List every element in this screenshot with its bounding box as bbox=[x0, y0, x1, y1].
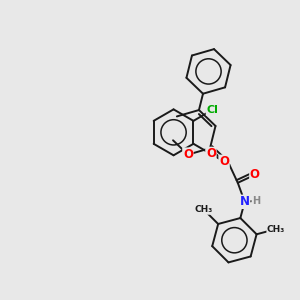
Text: O: O bbox=[219, 155, 229, 168]
Text: CH₃: CH₃ bbox=[267, 224, 285, 233]
Text: H: H bbox=[252, 196, 260, 206]
Text: O: O bbox=[183, 148, 193, 161]
Text: CH₃: CH₃ bbox=[195, 205, 213, 214]
Text: O: O bbox=[250, 168, 260, 181]
Text: Cl: Cl bbox=[206, 105, 218, 115]
Text: N: N bbox=[240, 195, 250, 208]
Text: O: O bbox=[206, 147, 216, 161]
